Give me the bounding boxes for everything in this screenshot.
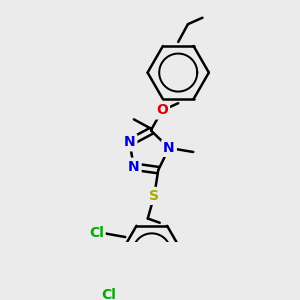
Text: N: N <box>128 160 140 174</box>
Text: Cl: Cl <box>102 288 116 300</box>
Text: N: N <box>124 135 135 149</box>
Text: Cl: Cl <box>89 226 104 240</box>
Text: S: S <box>149 189 159 203</box>
Text: N: N <box>163 141 175 155</box>
Text: O: O <box>156 103 168 118</box>
